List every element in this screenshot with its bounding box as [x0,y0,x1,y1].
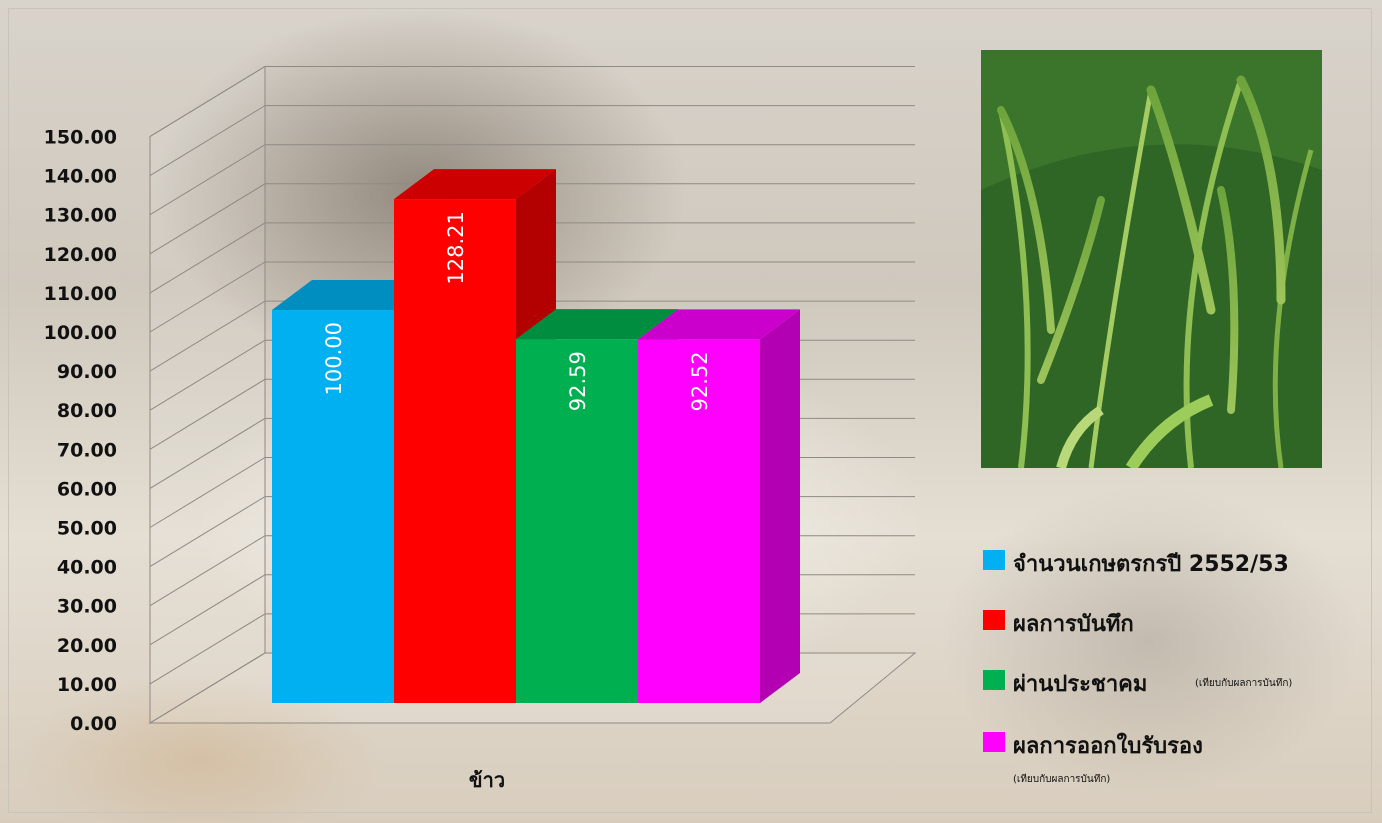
legend-label: ผ่านประชาคม [1013,672,1148,697]
slide-frame [8,8,1372,813]
bar-front-face [272,310,394,703]
rice-plant-photo [981,50,1322,468]
data-label: 128.21 [444,211,468,284]
gridline [149,144,915,216]
gridline [149,66,915,137]
legend-label: ผลการออกใบรับรอง [1013,734,1203,759]
y-tick-label: 100.00 [44,322,117,344]
bar-top-face [638,309,800,340]
gridline [149,300,915,372]
legend-swatch-magenta [983,732,1005,752]
legend-note: (เทียบกับผลการบันทึก) [1013,774,1111,785]
y-tick-label: 130.00 [44,205,117,227]
y-tick-label: 150.00 [44,127,117,149]
y-tick-label: 0.00 [70,713,117,735]
data-label: 92.52 [688,351,712,411]
gridline [149,183,915,255]
bar-top-face [394,169,556,200]
legend-label: จำนวนเกษตรกรปี 2552/53 [1013,552,1289,577]
chart-bars [272,169,800,703]
legend-swatch-blue [983,550,1005,570]
y-axis-ticks: 0.00 10.00 20.00 30.00 40.00 50.00 60.00 70.00 8… [44,127,117,736]
chart-data-labels: 100.00 128.21 92.59 92.52 [322,211,712,411]
y-tick-label: 80.00 [57,400,117,422]
legend-label: ผลการบันทึก [1013,612,1134,637]
legend-swatch-red [983,610,1005,630]
y-tick-label: 20.00 [57,635,117,657]
y-tick-label: 120.00 [44,244,117,266]
bar-top-face [272,280,434,310]
gridline [149,222,915,294]
data-label: 100.00 [322,322,346,395]
y-tick-label: 90.00 [57,361,117,383]
bar-front-face [394,199,516,703]
legend-swatch-green [983,670,1005,690]
y-tick-label: 60.00 [57,478,117,500]
bar-front-face [516,339,638,703]
y-tick-label: 110.00 [44,283,117,305]
bar-side-face [760,309,800,703]
y-tick-label: 50.00 [57,518,117,540]
bar-top-face [516,309,678,340]
bar-4 [638,309,800,703]
rice-plant-icon [981,50,1322,468]
gridline [149,105,915,177]
y-tick-label: 30.00 [57,596,117,618]
y-tick-label: 40.00 [57,557,117,579]
legend-note: (เทียบกับผลการบันทึก) [1195,678,1293,689]
y-tick-label: 140.00 [44,166,117,188]
y-tick-label: 70.00 [57,439,117,461]
data-label: 92.59 [566,351,590,411]
bar-2 [394,169,556,703]
x-category-label: ข้าว [469,768,505,792]
gridline [149,261,915,333]
y-tick-label: 10.00 [57,674,117,696]
bar-front-face [638,339,760,703]
